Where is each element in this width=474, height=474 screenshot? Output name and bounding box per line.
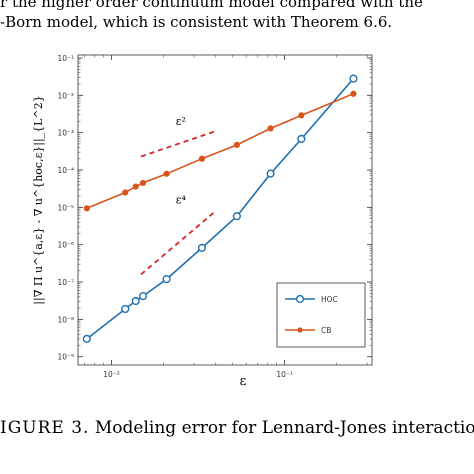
caption-lead: IGURE 3. [0, 418, 90, 438]
slope-guide-label: ε⁴ [176, 194, 187, 207]
slope-guide-label: ε² [176, 115, 186, 128]
y-tick-label: 10⁻⁴ [57, 166, 74, 175]
caption-text: Modeling error for Lennard-Jones interac… [94, 418, 474, 438]
data-point-cb [350, 90, 357, 97]
legend-label: HOC [321, 295, 338, 304]
data-point-cb [198, 155, 206, 162]
series-line-hoc [86, 78, 355, 340]
slope-guide-line [140, 130, 217, 158]
series-group [82, 74, 358, 343]
paragraph-line-1: r the higher order continuum model compa… [0, 0, 423, 11]
data-point-cb [139, 179, 147, 187]
x-tick-label: 10⁻² [103, 370, 120, 379]
paragraph-line-2: -Born model, which is consistent with Th… [0, 13, 393, 31]
data-point-cb [298, 112, 305, 119]
tick-labels: 10⁻¹ 10⁻² 10⁻³ 10⁻⁴ 10⁻⁵ 10⁻⁶ 10⁻⁷ 10⁻⁸ 10⁻⁹ 10⁻²… [57, 54, 292, 379]
tick-marks [78, 55, 372, 365]
legend-marker [297, 327, 303, 333]
data-point-cb [163, 170, 170, 177]
data-point-cb [267, 125, 274, 132]
data-point-hoc [138, 291, 148, 301]
data-point-cb [233, 141, 240, 148]
data-point-hoc [131, 296, 140, 306]
y-tick-label: 10⁻⁸ [57, 315, 74, 324]
data-point-hoc [349, 74, 358, 83]
data-point-cb [83, 205, 90, 212]
data-point-hoc [197, 243, 207, 252]
data-point-hoc [266, 169, 275, 178]
legend: HOC CB [276, 282, 366, 348]
y-tick-label: 10⁻³ [57, 129, 74, 138]
y-tick-label: 10⁻⁵ [57, 203, 74, 212]
x-tick-label: 10⁻¹ [276, 370, 293, 379]
legend-label: CB [321, 326, 331, 335]
series-line-cb [86, 93, 354, 210]
y-tick-label: 10⁻² [57, 91, 74, 100]
x-axis-label: ε [240, 374, 247, 389]
data-point-hoc [121, 304, 130, 314]
y-tick-label: 10⁻⁷ [57, 278, 74, 287]
data-point-hoc [82, 334, 91, 343]
y-tick-label: 10⁻¹ [57, 54, 74, 63]
y-axis-label: ||∇ Π u^{a,ε} - ∇ u^{hoc,ε}||_{L^2} [32, 95, 46, 304]
data-point-hoc [232, 212, 241, 221]
data-point-hoc [162, 274, 171, 284]
y-tick-label: 10⁻⁹ [57, 353, 74, 362]
slope-guides: ε² ε⁴ [140, 115, 217, 276]
data-point-hoc [297, 134, 306, 144]
data-point-cb [132, 183, 139, 190]
figure-caption: IGURE 3. Modeling error for Lennard-Jone… [0, 418, 474, 438]
slope-guide-line [140, 210, 217, 276]
legend-marker [295, 294, 305, 304]
y-tick-label: 10⁻⁶ [57, 241, 74, 250]
data-point-cb [122, 189, 129, 196]
legend-box [276, 282, 366, 348]
